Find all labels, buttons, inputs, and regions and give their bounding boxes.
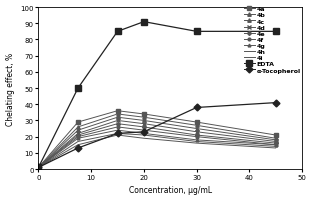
Y-axis label: Chelating effect, %: Chelating effect, % xyxy=(6,52,15,125)
Legend: 4a, 4b, 4c, 4d, 4e, 4f, 4g, 4h, 4i, EDTA, α-Tocopherol: 4a, 4b, 4c, 4d, 4e, 4f, 4g, 4h, 4i, EDTA… xyxy=(243,6,301,74)
X-axis label: Concentration, μg/mL: Concentration, μg/mL xyxy=(129,186,212,194)
